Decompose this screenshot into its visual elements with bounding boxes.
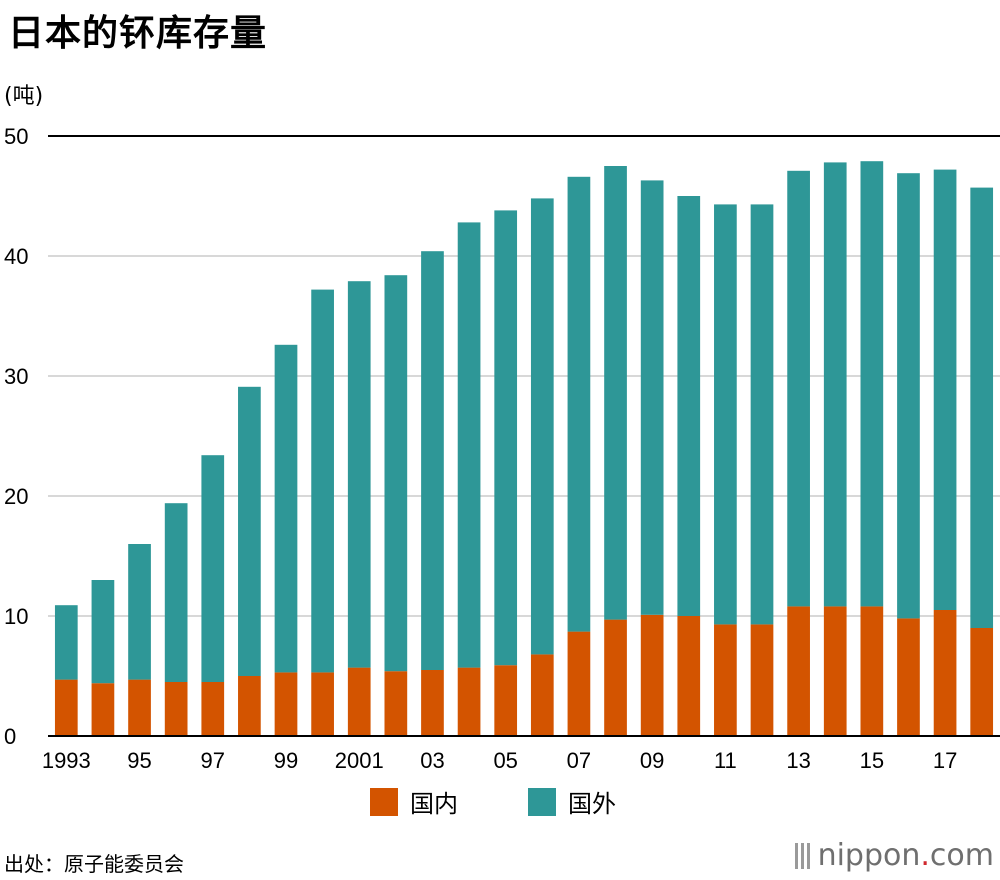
bar-domestic [128,679,151,736]
bar-overseas [201,455,225,682]
bar-domestic [164,682,188,736]
bar-overseas [567,176,591,632]
bar-domestic [201,682,225,736]
x-tick-label: 07 [567,748,591,773]
bar-domestic [54,679,78,736]
x-tick-label: 11 [714,748,737,773]
bar-domestic [457,667,481,736]
bar-overseas [274,344,298,673]
bar-overseas [347,281,371,668]
x-tick-label: 13 [786,748,810,773]
x-tick-label: 03 [420,748,444,773]
legend-label-overseas: 国外 [568,790,616,818]
x-tick-label: 17 [933,748,957,773]
bar-domestic [494,665,518,736]
x-tick-label: 97 [201,748,225,773]
bar-domestic [714,624,737,736]
bar-overseas [897,173,920,619]
bar-domestic [274,672,298,736]
bar-overseas [677,196,701,616]
x-tick-label: 05 [493,748,517,773]
bar-domestic [421,670,444,736]
y-tick-label: 50 [4,124,28,149]
bar-overseas [787,170,810,607]
y-tick-label: 30 [4,364,28,389]
bar-domestic [530,654,554,736]
legend-item-overseas: 国外 [528,784,616,819]
bar-domestic [567,631,591,736]
bar-domestic [787,606,810,736]
bar-overseas [860,161,884,607]
bar-overseas [421,251,444,670]
bar-domestic [860,606,884,736]
x-tick-label: 2001 [335,748,384,773]
x-tick-label: 09 [640,748,664,773]
x-tick-label: 1993 [42,748,91,773]
bar-overseas [457,222,481,668]
bar-overseas [384,275,408,672]
bar-overseas [640,180,664,615]
x-tick-label: 95 [127,748,151,773]
brand-name: nippon [817,838,921,873]
bar-overseas [128,544,151,680]
brand-bars-icon [794,842,810,869]
chart-title: 日本的钚库存量 [8,13,268,54]
y-tick-label: 20 [4,484,28,509]
bar-domestic [640,614,664,736]
bar-domestic [604,619,627,736]
bar-overseas [530,198,554,655]
bar-overseas [311,289,334,673]
bar-overseas [970,187,994,628]
legend-label-domestic: 国内 [410,790,458,818]
bar-overseas [604,166,627,620]
bar-domestic [750,624,774,736]
chart-plot: 0 10 20 30 40 50 1993 95 97 99 2001 03 05 07 09 11 13 15 1… [4,124,1000,773]
bar-domestic [347,667,371,736]
bar-overseas [164,503,188,682]
brand-dot: . [920,838,930,873]
y-unit-label: (吨) [4,84,44,109]
bar-overseas [238,386,261,676]
bar-domestic [91,683,115,736]
bar-overseas [823,162,847,607]
bar-overseas [494,210,518,666]
legend-item-domestic: 国内 [370,784,458,819]
y-tick-label: 0 [4,724,16,749]
legend: 国内 国外 [370,784,616,819]
bar-domestic [238,676,261,736]
bar-domestic [384,671,408,736]
bar-overseas [714,204,737,625]
brand-logo: nippon.com [794,838,994,873]
bar-overseas [54,605,78,680]
brand-suffix: com [929,838,994,873]
bar-overseas [933,169,957,610]
bar-domestic [897,618,920,736]
bar-domestic [311,672,334,736]
legend-swatch-domestic [370,787,398,816]
bar-overseas [91,580,115,684]
bar-domestic [970,628,994,736]
y-tick-label: 10 [4,604,28,629]
bar-domestic [933,610,957,736]
bar-domestic [823,606,847,736]
x-tick-label: 15 [860,748,884,773]
y-tick-label: 40 [4,244,28,269]
bar-overseas [750,204,774,625]
x-tick-label: 99 [274,748,298,773]
legend-swatch-overseas [528,787,556,816]
source-note: 出处：原子能委员会 [4,852,184,876]
bar-domestic [677,616,701,736]
